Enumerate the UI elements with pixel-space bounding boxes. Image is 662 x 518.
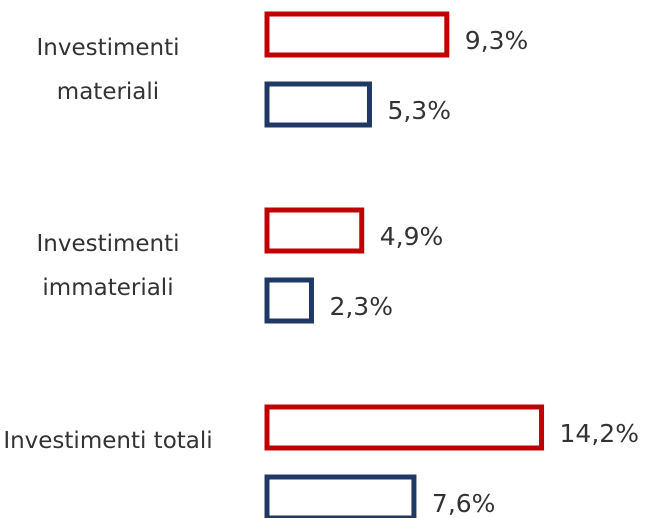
bar [264, 474, 417, 518]
value-label: 2,3% [329, 292, 393, 321]
bar [264, 207, 365, 254]
value-label: 9,3% [465, 26, 529, 55]
value-label: 5,3% [387, 96, 451, 125]
value-label: 4,9% [380, 222, 444, 251]
bar [264, 404, 545, 451]
category-label: Investimenti totali [3, 428, 213, 454]
value-label: 7,6% [432, 489, 496, 518]
category-label: Investimenti materiali [36, 35, 180, 105]
bar [264, 277, 314, 324]
category-label: Investimenti immateriali [36, 231, 180, 301]
bar [264, 81, 372, 128]
value-label: 14,2% [560, 419, 639, 448]
bar [264, 11, 450, 58]
